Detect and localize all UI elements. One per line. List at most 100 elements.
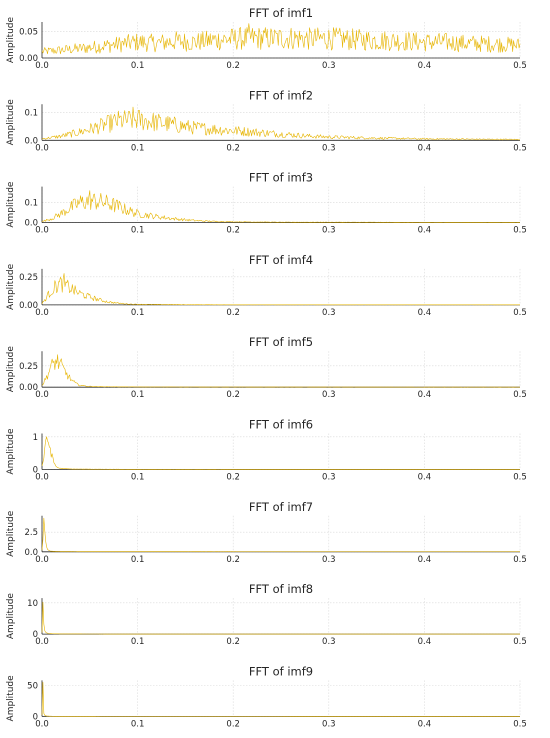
x-tick-label: 0.3 — [322, 555, 336, 565]
spectrum-line — [41, 23, 521, 55]
spectrum-line — [41, 601, 520, 635]
spectrum-line — [41, 273, 521, 306]
y-axis-label: Amplitude — [6, 428, 16, 475]
x-tick-label: 0.0 — [35, 226, 49, 236]
x-tick-label: 0.3 — [322, 61, 336, 71]
x-tick-label: 0.0 — [35, 719, 49, 729]
x-tick-label: 0.1 — [131, 555, 145, 565]
x-tick-label: 0.4 — [418, 637, 432, 647]
y-tick-label: 0.1 — [24, 109, 38, 119]
x-tick-label: 0.2 — [226, 719, 240, 729]
subplot-title: FFT of imf7 — [249, 500, 313, 514]
y-axis-label: Amplitude — [6, 675, 16, 722]
x-tick-label: 0.3 — [322, 473, 336, 483]
subplot-stack: FFT of imf1 Amplitude 0.0 0.1 0.2 0.3 0.4 0.5 0.… — [6, 6, 527, 729]
y-tick-label: 0.25 — [19, 273, 38, 283]
x-tick-label: 0.4 — [418, 226, 432, 236]
y-tick-label: 0.00 — [19, 383, 38, 393]
y-tick-label: 0 — [33, 466, 38, 476]
x-tick-label: 0.5 — [513, 473, 527, 483]
x-tick-label: 0.0 — [35, 308, 49, 318]
y-tick-label: 0.00 — [19, 54, 38, 64]
spectrum-line — [41, 106, 521, 141]
x-tick-label: 0.1 — [131, 473, 145, 483]
x-tick-label: 0.4 — [418, 61, 432, 71]
x-tick-label: 0.5 — [513, 143, 527, 153]
y-tick-label: 50 — [27, 681, 38, 691]
subplot-title: FFT of imf2 — [249, 88, 313, 102]
x-tick-label: 0.2 — [226, 473, 240, 483]
y-tick-label: 0.05 — [19, 28, 38, 38]
y-tick-label: 0.0 — [24, 219, 38, 229]
x-tick-label: 0.2 — [226, 226, 240, 236]
subplot-3: FFT of imf3 Amplitude 0.0 0.1 0.2 0.3 0.4 0.5 0.… — [6, 171, 527, 236]
x-tick-label: 0.5 — [513, 226, 527, 236]
spectrum-line — [41, 190, 521, 223]
x-tick-label: 0.5 — [513, 555, 527, 565]
x-tick-label: 0.3 — [322, 226, 336, 236]
x-tick-label: 0.2 — [226, 308, 240, 318]
x-tick-label: 0.5 — [513, 308, 527, 318]
subplot-6: FFT of imf6 Amplitude 0.0 0.1 0.2 0.3 0.4 0.5 0 1 — [6, 418, 527, 483]
subplot-9: FFT of imf9 Amplitude 0.0 0.1 0.2 0.3 0.4 0.5 0 5… — [6, 664, 527, 729]
x-tick-label: 0.4 — [418, 308, 432, 318]
x-tick-label: 0.2 — [226, 390, 240, 400]
x-tick-label: 0.0 — [35, 390, 49, 400]
y-tick-label: 0.00 — [19, 301, 38, 311]
x-tick-label: 0.5 — [513, 390, 527, 400]
x-tick-label: 0.1 — [131, 226, 145, 236]
y-tick-label: 0.1 — [24, 199, 38, 209]
y-axis-label: Amplitude — [6, 263, 16, 310]
subplot-1: FFT of imf1 Amplitude 0.0 0.1 0.2 0.3 0.4 0.5 0.… — [6, 6, 527, 71]
spectrum-line — [41, 354, 521, 388]
y-tick-label: 0.0 — [24, 548, 38, 558]
y-axis-label: Amplitude — [6, 593, 16, 640]
spectrum-line — [41, 436, 520, 470]
x-tick-label: 0.0 — [35, 473, 49, 483]
x-tick-label: 0.4 — [418, 473, 432, 483]
subplot-title: FFT of imf6 — [249, 418, 313, 432]
x-tick-label: 0.0 — [35, 555, 49, 565]
x-tick-label: 0.1 — [131, 308, 145, 318]
subplot-title: FFT of imf3 — [249, 171, 313, 185]
x-tick-label: 0.4 — [418, 390, 432, 400]
y-axis-label: Amplitude — [6, 346, 16, 393]
x-tick-label: 0.3 — [322, 637, 336, 647]
y-tick-label: 0 — [33, 630, 38, 640]
x-tick-label: 0.4 — [418, 555, 432, 565]
y-tick-label: 10 — [27, 599, 38, 609]
spectrum-line — [41, 681, 520, 717]
x-tick-label: 0.3 — [322, 390, 336, 400]
subplot-title: FFT of imf5 — [249, 335, 313, 349]
x-tick-label: 0.5 — [513, 61, 527, 71]
y-tick-label: 1 — [33, 433, 38, 443]
x-tick-label: 0.1 — [131, 719, 145, 729]
x-tick-label: 0.1 — [131, 143, 145, 153]
y-tick-label: 0 — [33, 712, 38, 722]
subplot-7: FFT of imf7 Amplitude 0.0 0.1 0.2 0.3 0.4 0.5 0.… — [6, 500, 527, 565]
x-tick-label: 0.4 — [418, 719, 432, 729]
x-tick-label: 0.3 — [322, 719, 336, 729]
subplot-4: FFT of imf4 Amplitude 0.0 0.1 0.2 0.3 0.4 0.5 0.… — [6, 253, 527, 318]
x-tick-label: 0.2 — [226, 143, 240, 153]
y-tick-label: 0.0 — [24, 136, 38, 146]
subplot-title: FFT of imf1 — [249, 6, 313, 20]
subplot-8: FFT of imf8 Amplitude 0.0 0.1 0.2 0.3 0.4 0.5 0 1… — [6, 582, 527, 647]
y-axis-label: Amplitude — [6, 16, 16, 63]
subplot-5: FFT of imf5 Amplitude 0.0 0.1 0.2 0.3 0.4 0.5 0.… — [6, 335, 527, 400]
x-tick-label: 0.3 — [322, 143, 336, 153]
x-tick-label: 0.5 — [513, 719, 527, 729]
y-tick-label: 0.25 — [19, 362, 38, 372]
x-tick-label: 0.5 — [513, 637, 527, 647]
subplot-title: FFT of imf9 — [249, 664, 313, 678]
subplot-2: FFT of imf2 Amplitude 0.0 0.1 0.2 0.3 0.4 0.5 0.… — [6, 88, 527, 153]
x-tick-label: 0.1 — [131, 390, 145, 400]
x-tick-label: 0.2 — [226, 555, 240, 565]
subplot-title: FFT of imf4 — [249, 253, 313, 267]
y-axis-label: Amplitude — [6, 181, 16, 228]
spectrum-line — [41, 517, 520, 553]
y-axis-label: Amplitude — [6, 99, 16, 146]
x-tick-label: 0.4 — [418, 143, 432, 153]
